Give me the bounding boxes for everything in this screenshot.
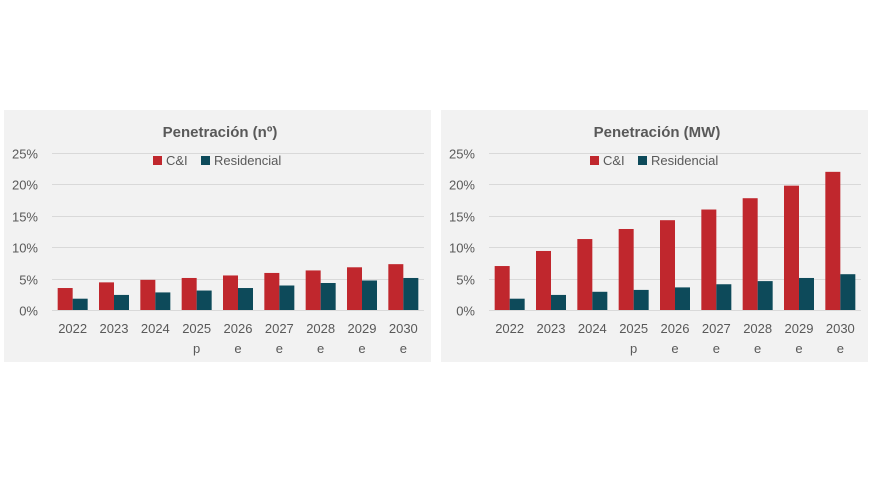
y-tick-label: 10%	[449, 241, 475, 256]
bar-residencial	[114, 294, 129, 310]
chart-penetracion-mw: Penetración (MW) C&I Residencial 0% 5% 10% 15%…	[449, 124, 861, 356]
x-tick-label: e	[837, 341, 844, 356]
bar-residencial	[238, 288, 253, 310]
bar-cai	[660, 220, 675, 310]
bar-cai	[742, 198, 758, 310]
legend-label: C&I	[166, 153, 188, 168]
x-tick-label: 2024	[578, 321, 607, 336]
chart-panel-mw: Penetración (MW) C&I Residencial 0% 5% 10% 15%…	[441, 110, 868, 362]
x-tick-label: 2028	[743, 321, 772, 336]
y-tick-label: 0%	[19, 304, 38, 319]
chart-penetracion-count: Penetración (nº) C&I Residencial 0% 5% 10% 15%…	[12, 124, 424, 356]
y-tick-label: 0%	[456, 304, 475, 319]
bar-residencial	[403, 277, 419, 310]
bar-cai	[181, 277, 197, 310]
bar-residencial	[362, 280, 377, 310]
bar-residencial	[509, 298, 525, 310]
bar-residencial	[155, 292, 171, 310]
x-tick-label: 2023	[100, 321, 129, 336]
bar-residencial	[799, 277, 814, 310]
bar-cai	[264, 272, 280, 310]
bar-residencial	[72, 298, 88, 310]
x-tick-label: 2022	[495, 321, 524, 336]
legend-label: C&I	[603, 153, 625, 168]
bar-cai	[577, 239, 593, 310]
x-tick-label: e	[795, 341, 802, 356]
chart-title: Penetración (MW)	[594, 124, 721, 141]
x-tick-label: 2024	[141, 321, 170, 336]
chart-panel-count: Penetración (nº) C&I Residencial 0% 5% 10% 15%…	[4, 110, 431, 362]
y-tick-label: 10%	[12, 241, 38, 256]
x-tick-label: 2029	[348, 321, 377, 336]
legend-swatch	[638, 156, 647, 165]
legend: C&I Residencial	[590, 153, 718, 168]
bar-cai	[618, 228, 634, 310]
bar-residencial	[757, 281, 773, 310]
x-tick-label: 2030	[389, 321, 418, 336]
bar-cai	[140, 279, 156, 310]
legend-swatch	[590, 156, 599, 165]
bar-residencial	[592, 291, 608, 310]
y-tick-label: 25%	[449, 147, 475, 162]
x-tick-label: e	[317, 341, 324, 356]
legend-swatch	[201, 156, 210, 165]
bar-residencial	[716, 284, 732, 310]
bar-residencial	[675, 287, 690, 310]
bar-cai	[57, 288, 73, 310]
bar-cai	[388, 264, 404, 310]
x-tick-label: e	[754, 341, 761, 356]
bar-residencial	[279, 285, 295, 310]
x-tick-label: 2023	[537, 321, 566, 336]
y-tick-label: 15%	[449, 210, 475, 225]
chart-title: Penetración (nº)	[163, 124, 278, 141]
x-tick-label: p	[193, 341, 200, 356]
x-tick-label: e	[713, 341, 720, 356]
bar-cai	[536, 250, 551, 310]
bar-residencial	[633, 289, 649, 310]
x-tick-label: 2026	[661, 321, 690, 336]
x-tick-label: 2029	[785, 321, 814, 336]
x-tick-label: e	[400, 341, 407, 356]
x-tick-label: e	[234, 341, 241, 356]
y-tick-label: 5%	[456, 273, 475, 288]
x-tick-label: 2027	[702, 321, 731, 336]
x-tick-label: e	[358, 341, 365, 356]
bar-cai	[99, 282, 114, 310]
x-tick-label: p	[630, 341, 637, 356]
bar-residencial	[840, 274, 856, 310]
bar-residencial	[551, 294, 566, 310]
bar-cai	[305, 270, 321, 310]
x-tick-label: e	[276, 341, 283, 356]
bar-cai	[701, 209, 717, 310]
legend-label: Residencial	[214, 153, 281, 168]
legend: C&I Residencial	[153, 153, 281, 168]
bar-cai	[825, 171, 841, 310]
y-tick-label: 25%	[12, 147, 38, 162]
x-tick-label: 2027	[265, 321, 294, 336]
bar-residencial	[196, 290, 212, 310]
bar-cai	[223, 275, 238, 310]
x-tick-label: 2026	[224, 321, 253, 336]
bar-cai	[347, 267, 362, 310]
y-tick-label: 20%	[449, 178, 475, 193]
y-tick-label: 20%	[12, 178, 38, 193]
x-tick-label: e	[671, 341, 678, 356]
bar-cai	[784, 185, 799, 310]
bar-residencial	[320, 282, 336, 310]
bar-cai	[494, 266, 510, 310]
x-tick-label: 2022	[58, 321, 87, 336]
x-tick-label: 2028	[306, 321, 335, 336]
legend-swatch	[153, 156, 162, 165]
x-tick-label: 2030	[826, 321, 855, 336]
x-tick-label: 2025	[619, 321, 648, 336]
y-tick-label: 5%	[19, 273, 38, 288]
legend-label: Residencial	[651, 153, 718, 168]
y-tick-label: 15%	[12, 210, 38, 225]
x-tick-label: 2025	[182, 321, 211, 336]
